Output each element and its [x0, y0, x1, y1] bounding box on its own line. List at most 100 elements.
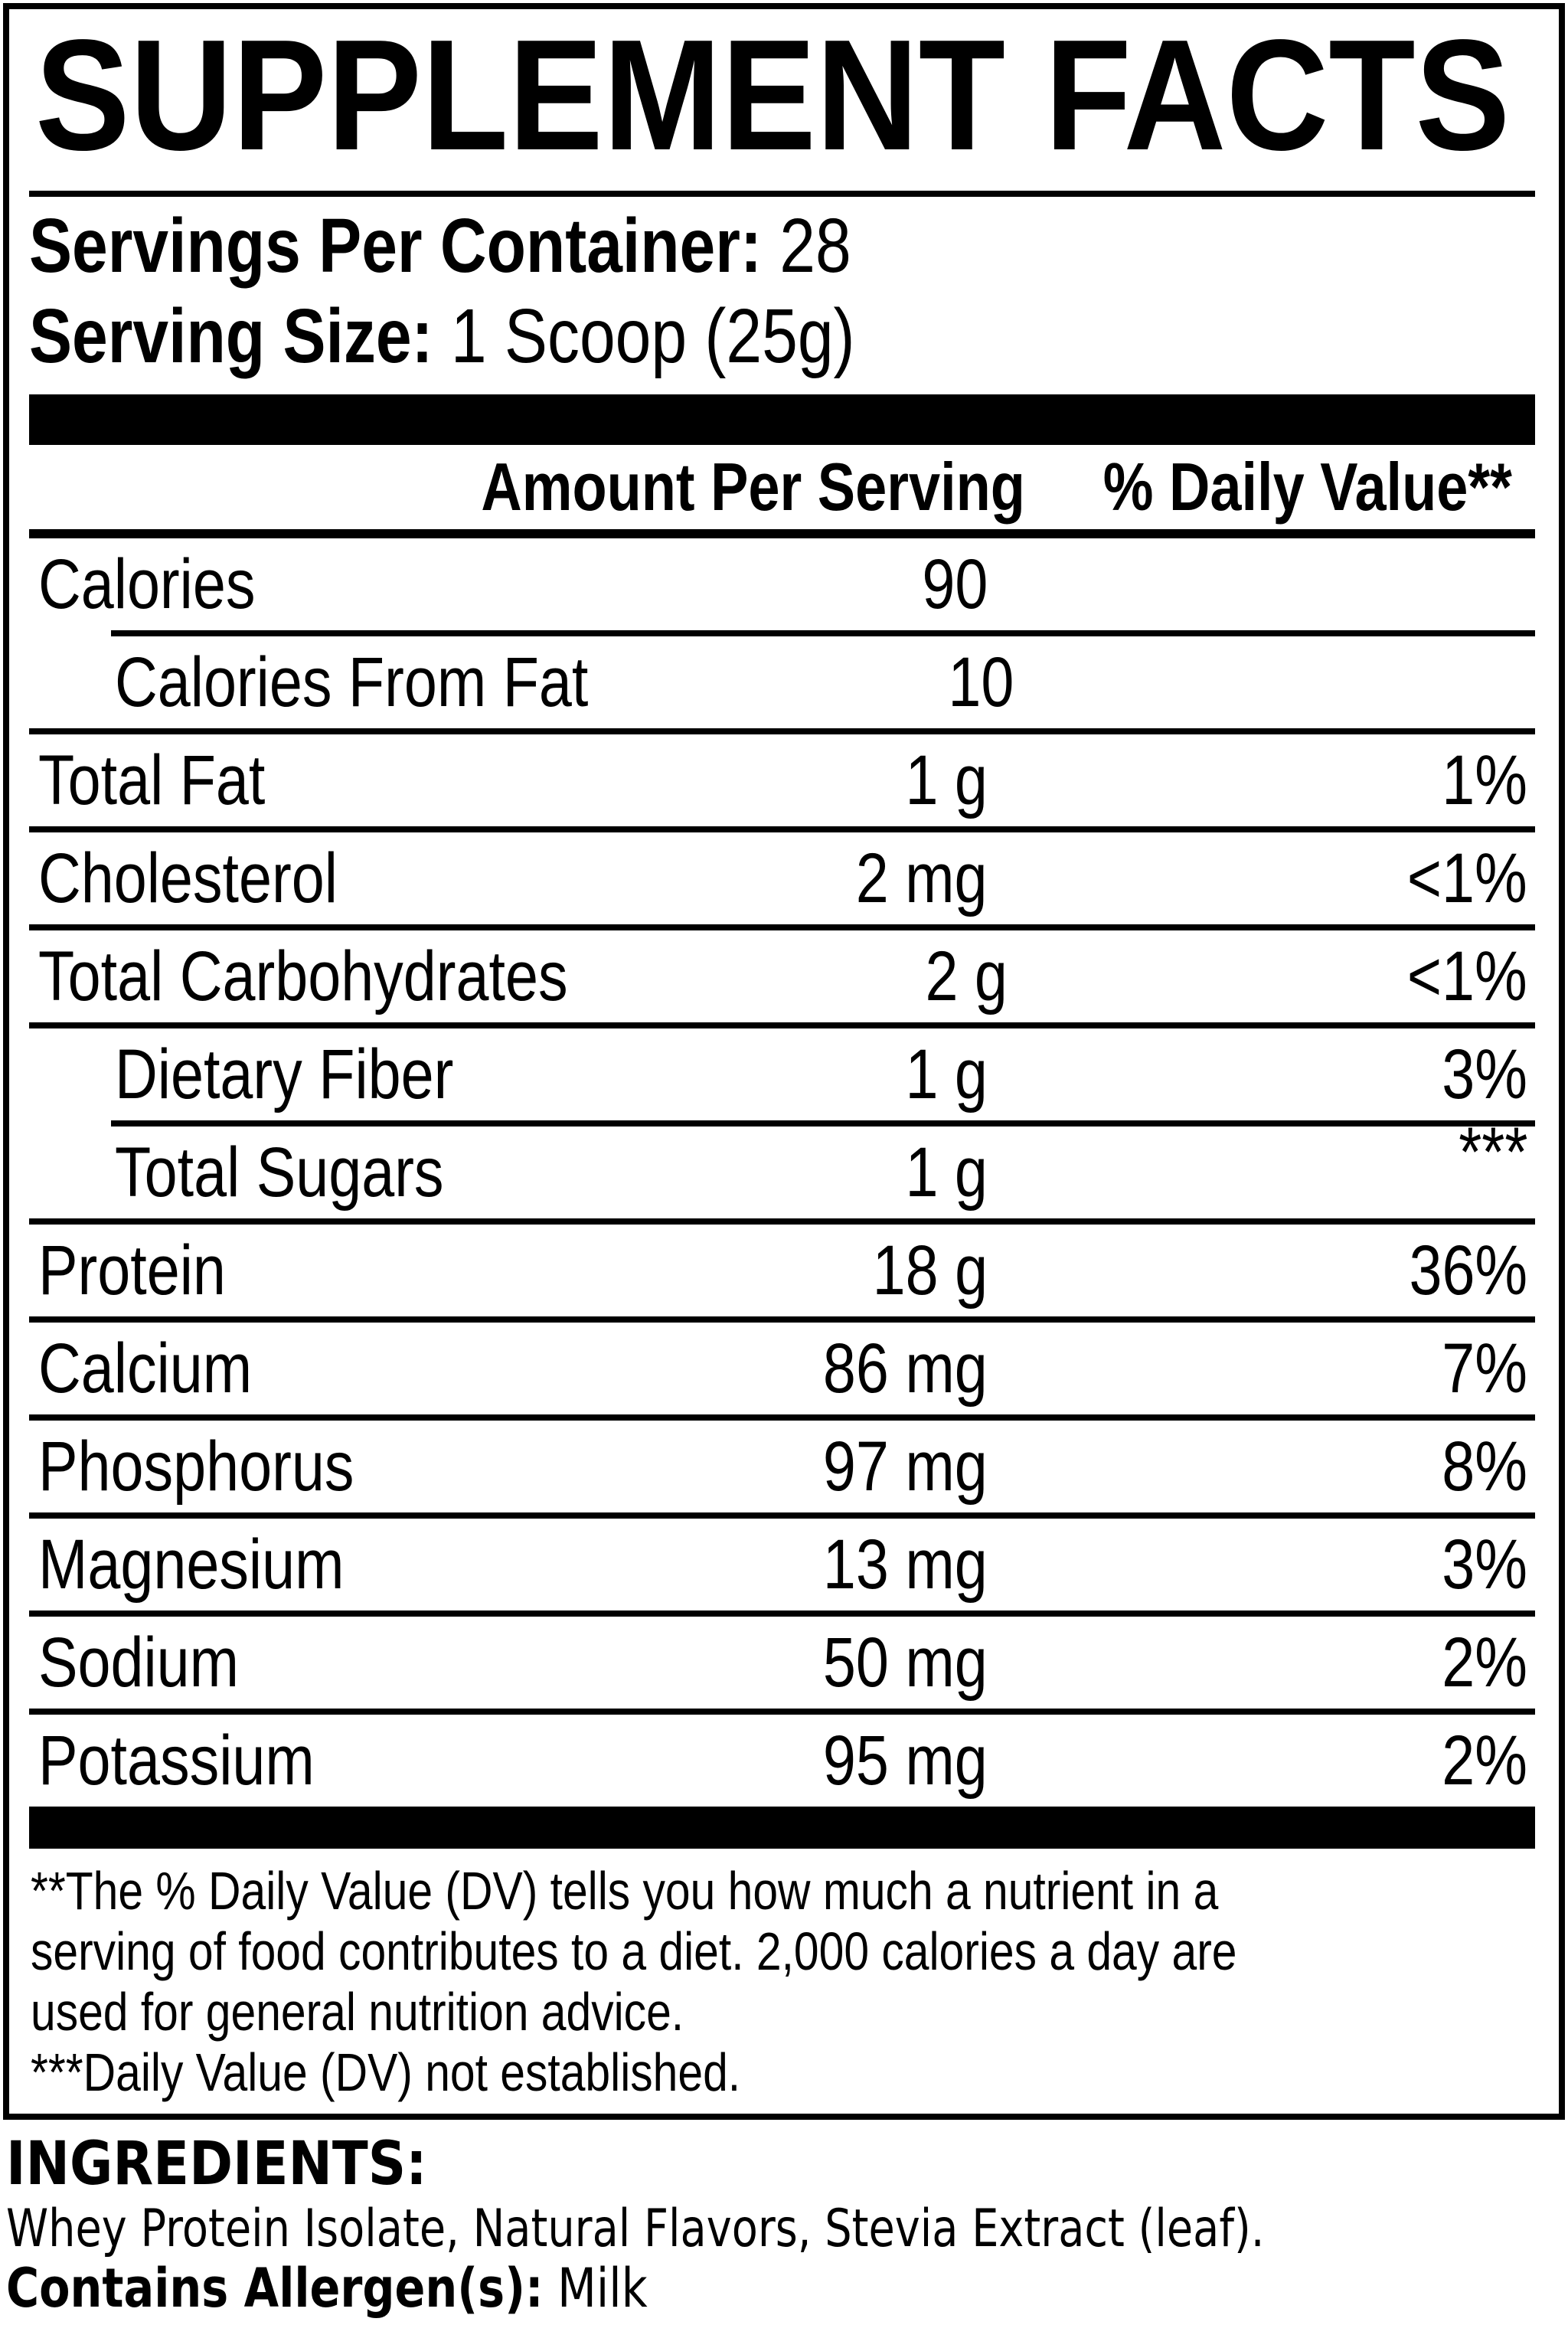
nutrient-amount: 1 g: [905, 1133, 988, 1212]
row-separator-indented: [111, 630, 1535, 636]
nutrient-amount-cell: 95 mg: [635, 1721, 988, 1801]
nutrient-name: Sodium: [38, 1623, 240, 1702]
nutrient-name: Total Fat: [38, 741, 266, 819]
nutrient-amount-cell: 1 g: [635, 741, 988, 821]
nutrient-dv-cell: [988, 544, 1535, 625]
ingredients-list-text: Whey Protein Isolate, Natural Flavors, S…: [6, 2199, 1265, 2259]
nutrient-name: Calories From Fat: [115, 643, 589, 721]
nutrient-name-cell: Phosphorus: [38, 1427, 635, 1507]
nutrient-dv: 2%: [1442, 1623, 1527, 1702]
row-separator: [29, 1709, 1535, 1715]
nutrient-dv: 8%: [1442, 1427, 1527, 1506]
nutrient-amount-cell: 50 mg: [635, 1623, 988, 1703]
nutrient-dv: 2%: [1442, 1721, 1527, 1800]
footnotes: **The % Daily Value (DV) tells you how m…: [29, 1849, 1535, 2103]
servings-per-container-value: 28: [779, 203, 851, 289]
table-row-cholesterol: Cholesterol 2 mg <1%: [29, 832, 1535, 924]
nutrient-amount: 86 mg: [823, 1329, 988, 1408]
nutrient-name-cell: Calories From Fat: [38, 643, 678, 723]
nutrient-amount: 10: [948, 643, 1014, 721]
column-header-row: Amount Per Serving % Daily Value**: [29, 445, 1535, 529]
row-separator: [29, 1218, 1535, 1225]
nutrient-amount: 95 mg: [823, 1721, 988, 1800]
nutrient-dv-cell: 2%: [988, 1721, 1535, 1801]
serving-size-value: 1 Scoop (25g): [450, 293, 855, 379]
nutrient-name-cell: Potassium: [38, 1721, 635, 1801]
nutrient-amount: 2 mg: [856, 839, 988, 917]
nutrient-name: Cholesterol: [38, 839, 338, 917]
table-row-magnesium: Magnesium 13 mg 3%: [29, 1519, 1535, 1610]
serving-size-label: Serving Size:: [29, 293, 433, 379]
nutrient-dv-cell: <1%: [1008, 937, 1535, 1017]
nutrient-name-cell: Sodium: [38, 1623, 635, 1703]
nutrient-name-cell: Dietary Fiber: [38, 1035, 635, 1115]
footnote-line: **The % Daily Value (DV) tells you how m…: [31, 1861, 1535, 1921]
nutrient-dv-cell: ***: [988, 1113, 1535, 1213]
footnote-line-text: ***Daily Value (DV) not established.: [31, 2042, 741, 2102]
ingredients-list: Whey Protein Isolate, Natural Flavors, S…: [6, 2203, 1540, 2255]
header-separator: [29, 529, 1535, 538]
allergen-label: Contains Allergen(s):: [6, 2257, 544, 2320]
nutrient-amount-cell: 13 mg: [635, 1525, 988, 1605]
table-row-calories: Calories 90: [29, 538, 1535, 630]
nutrient-dv-cell: <1%: [988, 839, 1535, 919]
row-separator: [29, 826, 1535, 832]
nutrient-dv-cell: 2%: [988, 1623, 1535, 1703]
table-row-dietary-fiber: Dietary Fiber 1 g 3%: [29, 1028, 1535, 1120]
ingredients-section: INGREDIENTS: Whey Protein Isolate, Natur…: [6, 2134, 1540, 2315]
nutrient-amount: 1 g: [905, 741, 988, 819]
row-separator: [29, 1316, 1535, 1323]
nutrient-name-cell: Calories: [38, 544, 635, 625]
nutrient-name-cell: Protein: [38, 1231, 635, 1311]
nutrient-name-cell: Total Sugars: [38, 1133, 635, 1213]
nutrient-name-cell: Cholesterol: [38, 839, 635, 919]
footnote-line-text: **The % Daily Value (DV) tells you how m…: [31, 1861, 1219, 1921]
ingredients-heading-text: INGREDIENTS:: [6, 2130, 427, 2199]
table-row-potassium: Potassium 95 mg 2%: [29, 1715, 1535, 1807]
nutrient-name: Protein: [38, 1231, 226, 1310]
nutrient-name: Total Carbohydrates: [38, 937, 568, 1015]
section-bar-bottom: [29, 1807, 1535, 1849]
nutrient-name-cell: Magnesium: [38, 1525, 635, 1605]
page-title: SUPPLEMENT FACTS: [35, 16, 1535, 174]
supplement-facts-label: SUPPLEMENT FACTS Servings Per Container:…: [3, 3, 1565, 2120]
row-separator-indented: [111, 1120, 1535, 1127]
nutrient-name-cell: Total Fat: [38, 741, 635, 821]
row-separator: [29, 1022, 1535, 1028]
nutrient-amount-cell: 86 mg: [635, 1329, 988, 1409]
nutrient-dv: <1%: [1407, 839, 1527, 917]
nutrient-amount-cell: 18 g: [635, 1231, 988, 1311]
nutrient-name: Phosphorus: [38, 1427, 354, 1506]
nutrient-amount-cell: 90: [635, 544, 988, 625]
table-row-calories-from-fat: Calories From Fat 10: [29, 636, 1535, 728]
nutrient-dv: ***: [1458, 1113, 1527, 1192]
nutrient-dv: 7%: [1442, 1329, 1527, 1408]
nutrient-name: Calcium: [38, 1329, 253, 1408]
row-separator: [29, 1414, 1535, 1421]
nutrient-dv-cell: 8%: [988, 1427, 1535, 1507]
amount-per-serving-header: Amount Per Serving: [481, 449, 1026, 525]
amount-per-serving-header-cell: Amount Per Serving: [29, 448, 1026, 526]
nutrient-dv: 36%: [1409, 1231, 1527, 1310]
row-separator: [29, 1512, 1535, 1519]
section-bar-top: [29, 394, 1535, 445]
table-row-sodium: Sodium 50 mg 2%: [29, 1617, 1535, 1709]
nutrient-dv: 3%: [1442, 1035, 1527, 1113]
nutrient-amount: 18 g: [872, 1231, 988, 1310]
row-separator: [29, 1610, 1535, 1617]
allergen-value: Milk: [557, 2257, 648, 2320]
title-divider: [29, 191, 1535, 197]
table-row-total-fat: Total Fat 1 g 1%: [29, 734, 1535, 826]
ingredients-heading: INGREDIENTS:: [6, 2134, 1540, 2195]
nutrient-amount-cell: 10: [678, 643, 1014, 723]
nutrient-amount: 1 g: [905, 1035, 988, 1113]
footnote-line-text: used for general nutrition advice.: [31, 1982, 684, 2042]
nutrient-amount-cell: 2 mg: [635, 839, 988, 919]
table-row-protein: Protein 18 g 36%: [29, 1225, 1535, 1316]
footnote-line: used for general nutrition advice.: [31, 1982, 1535, 2042]
footnote-line-text: serving of food contributes to a diet. 2…: [31, 1921, 1237, 1981]
table-row-total-carbohydrates: Total Carbohydrates 2 g <1%: [29, 930, 1535, 1022]
nutrient-amount: 50 mg: [823, 1623, 988, 1702]
nutrient-name: Dietary Fiber: [115, 1035, 454, 1113]
nutrient-table: Calories 90 Calories From Fat 10 Total F…: [29, 538, 1535, 1807]
